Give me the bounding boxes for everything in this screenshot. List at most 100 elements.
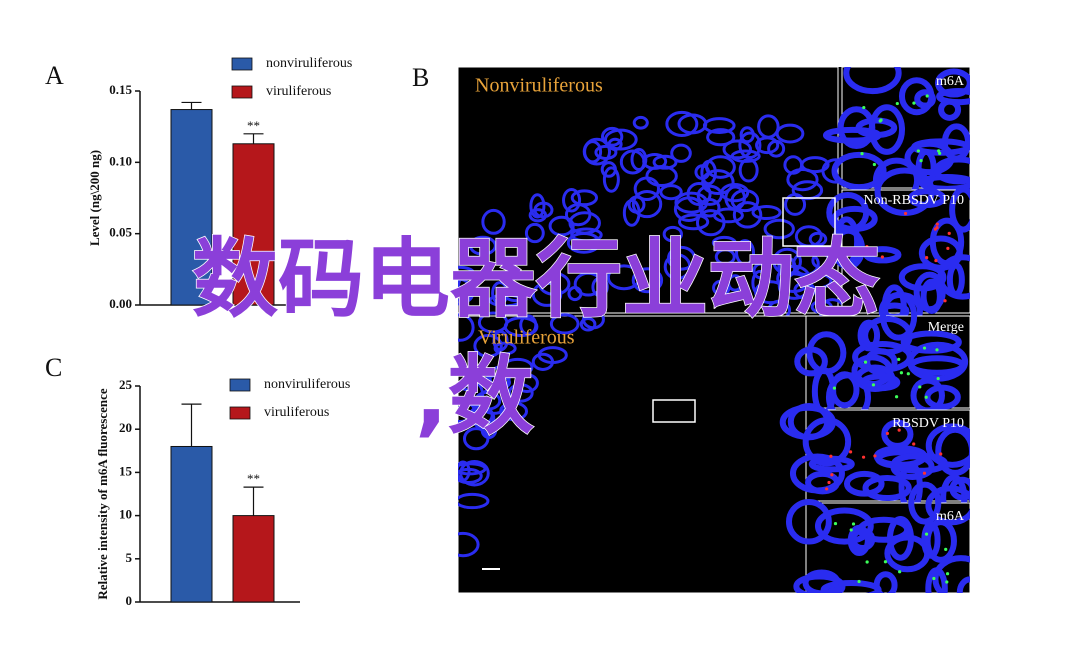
cell-wall — [631, 267, 664, 294]
cell-wall — [863, 246, 902, 264]
y-tick-label: 0 — [126, 593, 133, 608]
cell-wall — [602, 166, 620, 193]
signal-dot — [932, 576, 936, 581]
inset-label: RBSDV P10 — [892, 416, 964, 431]
signal-dot — [946, 246, 950, 250]
cell-wall — [567, 285, 583, 302]
cell-wall — [908, 355, 966, 376]
significance: ** — [247, 471, 260, 486]
error-bar — [181, 403, 202, 447]
cell-wall — [594, 144, 618, 160]
cell-wall — [549, 313, 580, 335]
panel-label: A — [45, 61, 64, 90]
cell-wall — [814, 507, 874, 545]
cell-wall — [908, 481, 942, 525]
cell-wall — [805, 470, 840, 495]
cell-wall — [603, 128, 638, 151]
cell-wall — [847, 524, 871, 557]
cell-wall — [458, 265, 475, 280]
signal-dot — [937, 149, 941, 153]
cell-wall — [808, 455, 855, 473]
signal-dot — [935, 348, 939, 352]
cell-wall — [473, 333, 503, 358]
signal-dot — [865, 291, 869, 296]
signal-dot — [879, 118, 883, 122]
cell-wall — [665, 110, 699, 138]
signal-dot — [871, 383, 876, 387]
signal-dot — [885, 431, 890, 436]
y-tick-label: 5 — [126, 550, 133, 565]
cell-wall — [936, 87, 970, 106]
cell-wall — [659, 184, 683, 201]
y-tick-label: 25 — [119, 377, 133, 392]
cell-wall — [732, 201, 763, 229]
cell-wall — [711, 235, 737, 250]
cell-wall — [786, 168, 819, 192]
signal-dot — [945, 572, 950, 576]
cell-wall — [548, 215, 575, 237]
legend-swatch — [229, 406, 251, 420]
signal-dot — [918, 385, 922, 389]
signal-dot — [880, 255, 884, 259]
cell-wall — [935, 426, 970, 476]
signal-dot — [865, 560, 869, 564]
signal-dot — [938, 151, 942, 155]
cell-wall — [458, 387, 476, 410]
cell-wall — [694, 164, 711, 181]
cell-wall — [627, 195, 646, 214]
signal-dot — [898, 570, 902, 574]
signal-dot — [906, 372, 910, 376]
cell-wall — [826, 192, 870, 234]
signal-dot — [851, 522, 856, 526]
legend-label: viruliferous — [266, 84, 331, 99]
cell-wall — [458, 274, 476, 303]
cell-wall — [469, 404, 494, 426]
cell-wall — [531, 352, 555, 371]
cell-wall — [938, 98, 962, 121]
cell-wall — [843, 67, 902, 95]
cell-wall — [458, 365, 470, 386]
signal-dot — [894, 395, 899, 399]
cell-wall — [738, 131, 762, 160]
cell-wall — [507, 383, 534, 403]
y-tick-label: 0.00 — [109, 296, 132, 311]
error-bar — [181, 101, 202, 110]
cell-wall — [458, 313, 475, 342]
legend-label: viruliferous — [264, 405, 329, 420]
y-tick-label: 0.05 — [109, 225, 132, 240]
cell-wall — [458, 531, 480, 558]
cell-wall — [673, 196, 704, 222]
cell-wall — [798, 272, 833, 290]
signal-dot — [899, 371, 904, 375]
signal-dot — [862, 105, 866, 110]
cell-wall — [712, 207, 744, 224]
cell-wall — [652, 154, 678, 170]
cell-wall — [722, 139, 753, 160]
cell-wall — [843, 470, 885, 497]
cell-wall — [632, 115, 649, 130]
cell-wall — [785, 499, 832, 545]
cell-wall — [924, 519, 957, 563]
y-tick-label: 10 — [119, 507, 132, 522]
cell-wall — [904, 140, 955, 176]
y-axis-title: Level (ng\200 ng) — [87, 150, 102, 246]
signal-dot — [943, 299, 947, 303]
error-bar — [243, 486, 264, 516]
cell-wall — [763, 218, 795, 240]
cell-wall — [925, 423, 970, 468]
cell-wall — [514, 373, 539, 393]
legend-label: nonviruliferous — [266, 56, 352, 71]
signal-dot — [865, 244, 869, 249]
signal-dot — [925, 256, 929, 260]
cell-wall — [956, 576, 970, 593]
micrographs — [458, 67, 970, 593]
cell-wall — [730, 149, 761, 163]
legend-label: nonviruliferous — [264, 377, 350, 392]
cell-wall — [720, 183, 750, 203]
signal-dot — [924, 532, 929, 536]
cell-wall — [533, 201, 554, 219]
cell-wall — [529, 193, 546, 219]
cell-wall — [481, 208, 506, 235]
cell-wall — [583, 140, 603, 164]
